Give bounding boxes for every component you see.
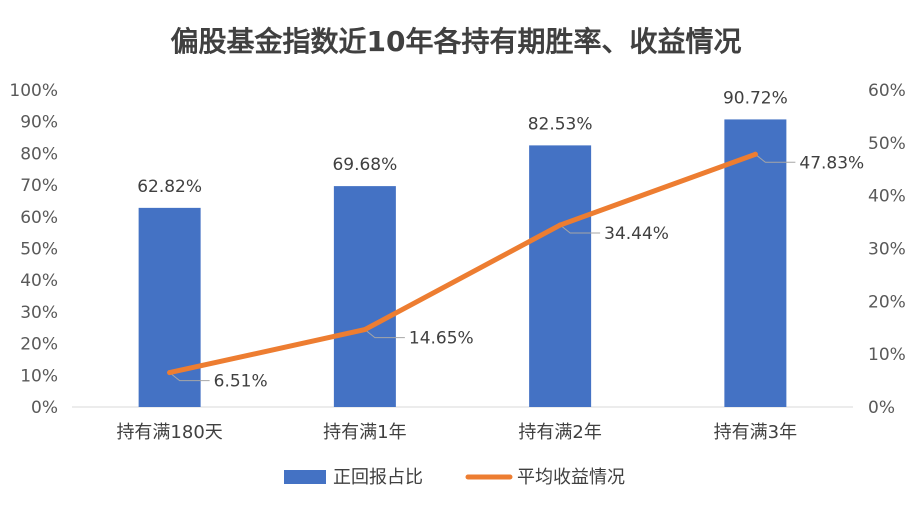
y-right-tick-label: 20% <box>868 292 906 312</box>
y-left-tick-label: 40% <box>20 271 58 291</box>
line-data-label: 47.83% <box>799 153 864 173</box>
y-left-tick-label: 10% <box>20 366 58 386</box>
bar-data-label: 82.53% <box>528 114 593 134</box>
bar-series <box>138 119 787 408</box>
y-left-tick-label: 50% <box>20 240 58 260</box>
line-data-label: 14.65% <box>409 329 474 349</box>
line-series <box>167 151 758 376</box>
axes: 0% 10% 20% 30% 40% 50% 60% 70% 80% 90% 100% 0% 10% 20… <box>9 81 905 443</box>
legend-swatch-bar <box>284 470 326 484</box>
legend-label-line: 平均收益情况 <box>517 467 625 488</box>
y-left-tick-label: 100% <box>9 81 58 101</box>
bar-data-label: 62.82% <box>137 177 202 197</box>
line-point <box>557 222 563 228</box>
leader-line <box>559 224 601 234</box>
line-point <box>362 327 368 333</box>
y-left-tick-label: 0% <box>31 398 58 418</box>
x-category-label: 持有满3年 <box>714 422 797 443</box>
y-left-tick-label: 30% <box>20 303 58 323</box>
y-right-tick-label: 50% <box>868 134 906 154</box>
bar <box>529 145 592 408</box>
leader-line <box>169 372 210 382</box>
y-left-tick-label: 60% <box>20 208 58 228</box>
y-left-tick-label: 90% <box>20 113 58 133</box>
legend-label-bar: 正回报占比 <box>333 467 423 488</box>
line-data-label: 34.44% <box>604 224 669 244</box>
x-category-label: 持有满1年 <box>323 422 406 443</box>
leader-line <box>755 153 796 163</box>
legend: 正回报占比 平均收益情况 <box>284 467 625 488</box>
line-point <box>752 151 758 157</box>
bar <box>724 119 787 407</box>
y-right-tick-label: 10% <box>868 345 906 365</box>
label-leader-lines <box>169 153 796 382</box>
y-right-tick-label: 40% <box>868 187 906 207</box>
bar <box>138 207 201 407</box>
bar <box>333 186 396 407</box>
x-category-label: 持有满2年 <box>518 422 601 443</box>
y-left-tick-label: 20% <box>20 335 58 355</box>
chart-title: 偏股基金指数近10年各持有期胜率、收益情况 <box>171 25 742 58</box>
data-labels: 62.82% 69.68% 82.53% 90.72% 6.51% 14.65% 34.44… <box>137 88 864 391</box>
line-series-path <box>167 151 758 376</box>
leader-line <box>364 329 405 339</box>
y-left-tick-label: 80% <box>20 144 58 164</box>
y-right-tick-label: 30% <box>868 240 906 260</box>
line-data-label: 6.51% <box>214 372 268 392</box>
y-left-tick-label: 70% <box>20 176 58 196</box>
line-point <box>167 370 173 376</box>
bar-data-label: 69.68% <box>332 155 397 175</box>
x-category-label: 持有满180天 <box>116 422 222 443</box>
y-right-tick-label: 0% <box>868 398 895 418</box>
bar-data-label: 90.72% <box>723 88 788 108</box>
y-right-tick-label: 60% <box>868 81 906 101</box>
